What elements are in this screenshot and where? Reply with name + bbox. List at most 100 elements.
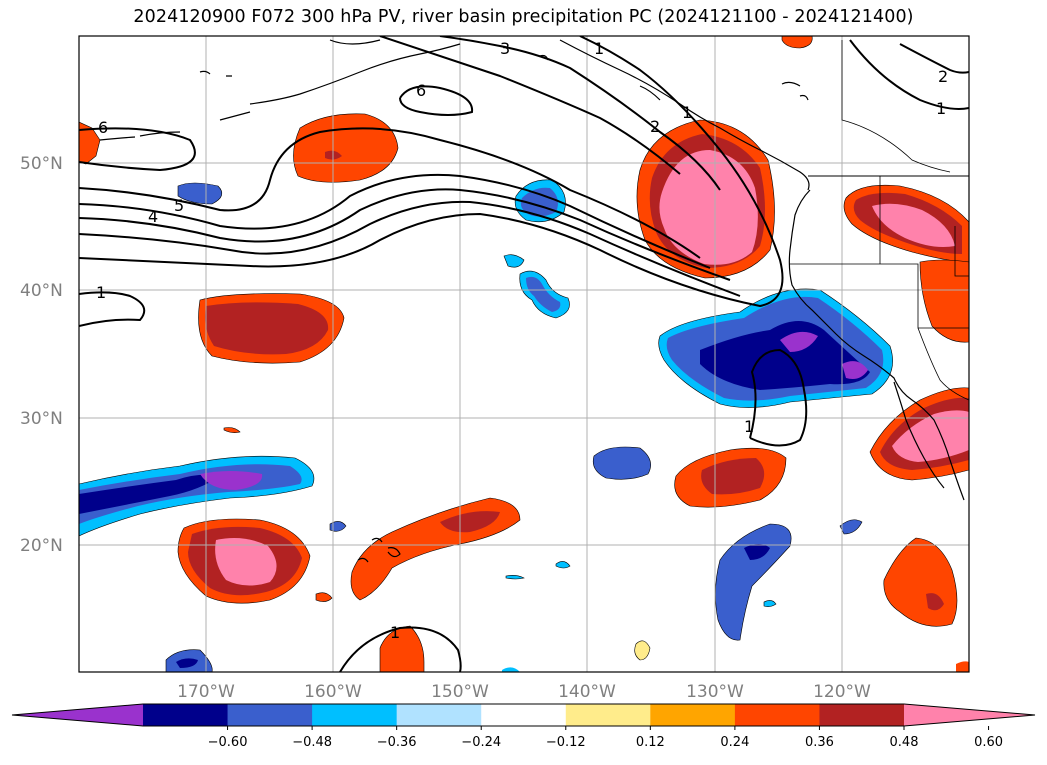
pv-contour-label: 1 <box>744 417 754 436</box>
longitude-label: 120°W <box>813 682 871 702</box>
longitude-label: 170°W <box>177 682 235 702</box>
pv-contour <box>79 200 741 297</box>
colorbar-outline <box>11 703 1036 727</box>
pv-contour-label: 2 <box>938 67 948 86</box>
shade-positive <box>781 36 813 49</box>
pv-contours <box>79 36 969 672</box>
colorbar-tick-label: 0.48 <box>890 735 919 750</box>
shade-positive <box>892 410 969 462</box>
shade-negative <box>744 544 770 560</box>
longitude-labels: 170°W 160°W 150°W 140°W 130°W 120°W <box>177 682 871 702</box>
map-panel: 6 6 5 4 3 2 2 1 1 1 1 1 1 <box>79 36 969 672</box>
pv-contour <box>899 43 969 74</box>
shade-negative <box>780 331 818 352</box>
shade-negative <box>842 361 868 379</box>
longitude-label: 150°W <box>431 682 489 702</box>
state-border <box>841 40 951 173</box>
shade-negative <box>715 523 792 641</box>
pv-contour <box>749 348 808 447</box>
shade-positive <box>440 511 500 533</box>
pv-contour <box>339 626 462 672</box>
shade-positive <box>701 458 765 495</box>
pv-contour-label: 6 <box>416 81 426 100</box>
coastlines <box>99 39 969 563</box>
shade-negative <box>839 519 863 535</box>
colorbar-tick-label: 0.24 <box>720 735 749 750</box>
shade-positive <box>223 427 241 433</box>
state-border <box>879 176 969 277</box>
colorbar-extend-high <box>904 704 1035 726</box>
shade-negative <box>200 471 263 490</box>
pv-contour <box>399 85 474 116</box>
shade-negative <box>502 667 520 672</box>
colorbar-extend-low <box>12 704 143 726</box>
longitude-label: 160°W <box>304 682 362 702</box>
latitude-labels: 50°N 40°N 30°N 20°N <box>20 154 63 556</box>
shade-positive <box>926 593 944 611</box>
chart-title: 2024120900 F072 300 hPa PV, river basin … <box>133 7 914 27</box>
colorbar-segment <box>396 704 482 726</box>
shade-positive <box>872 203 955 247</box>
coastline-alaska <box>99 39 461 141</box>
colorbar-tick-label: −0.48 <box>292 735 332 750</box>
shade-positive <box>634 640 651 661</box>
colorbar-tick-label: 0.12 <box>636 735 665 750</box>
shade-negative <box>505 575 525 580</box>
colorbar-tick-label: −0.12 <box>546 735 586 750</box>
shade-positive <box>659 150 758 265</box>
pv-contour-label: 1 <box>682 103 692 122</box>
pv-contour <box>379 36 681 175</box>
pv-contour <box>849 39 969 110</box>
longitude-label: 130°W <box>686 682 744 702</box>
coastline-alaska-panhandle <box>559 39 810 191</box>
pv-contour <box>79 36 784 308</box>
colorbar-segment <box>312 704 398 726</box>
colorbar-tick-label: 0.36 <box>805 735 834 750</box>
pv-contour <box>79 291 146 327</box>
state-border <box>790 263 969 329</box>
colorbar-segment <box>227 704 313 726</box>
shade-negative <box>79 474 220 514</box>
state-border <box>917 327 969 401</box>
colorbar-tick-label: −0.60 <box>208 735 248 750</box>
pv-contour <box>79 188 731 281</box>
shade-positive <box>315 592 333 602</box>
pv-contour-label: 1 <box>936 99 946 118</box>
colorbar-tick-label: −0.36 <box>377 735 417 750</box>
pv-contour <box>439 36 721 191</box>
shade-positive <box>956 661 969 672</box>
colorbar-tick-label: 0.60 <box>974 735 1003 750</box>
colorbar-segment <box>734 704 820 726</box>
shade-negative <box>329 521 347 532</box>
longitude-label: 140°W <box>558 682 616 702</box>
shade-positive <box>919 259 969 343</box>
shade-negative <box>526 276 561 312</box>
precipitation-shading <box>79 36 969 672</box>
shade-positive <box>205 302 329 355</box>
pv-contour-label: 5 <box>174 196 184 215</box>
island-small <box>199 54 809 101</box>
colorbar-segment <box>650 704 736 726</box>
shade-negative <box>763 600 777 607</box>
shade-positive <box>293 113 399 183</box>
colorbar: −0.60 −0.48 −0.36 −0.24 −0.12 0.12 0.24 0.36 0.4… <box>11 703 1036 750</box>
colorbar-segment <box>143 704 229 726</box>
pv-contour-label: 1 <box>390 623 400 642</box>
shade-negative <box>555 561 571 569</box>
pv-contour <box>79 127 196 172</box>
pv-contour <box>79 127 701 259</box>
pv-contour-label: 4 <box>148 207 158 226</box>
pv-contour-label: 2 <box>650 117 660 136</box>
pv-contour-label: 1 <box>594 39 604 58</box>
latitude-label: 50°N <box>20 154 63 174</box>
shade-negative <box>592 446 651 480</box>
pv-contour-label: 3 <box>500 39 510 58</box>
shade-negative <box>700 321 870 390</box>
shade-positive <box>215 538 277 586</box>
coastline-west-us <box>788 189 965 501</box>
gridlines <box>79 36 969 672</box>
coastline-baja <box>893 381 945 489</box>
colorbar-segment <box>819 704 905 726</box>
colorbar-tick-label: −0.24 <box>461 735 501 750</box>
